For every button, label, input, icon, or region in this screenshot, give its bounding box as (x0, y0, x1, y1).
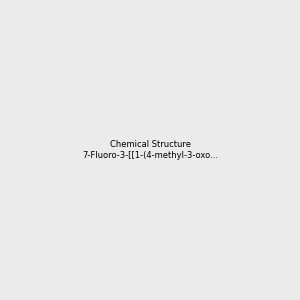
Text: Chemical Structure
7-Fluoro-3-[[1-(4-methyl-3-oxo...: Chemical Structure 7-Fluoro-3-[[1-(4-met… (82, 140, 218, 160)
